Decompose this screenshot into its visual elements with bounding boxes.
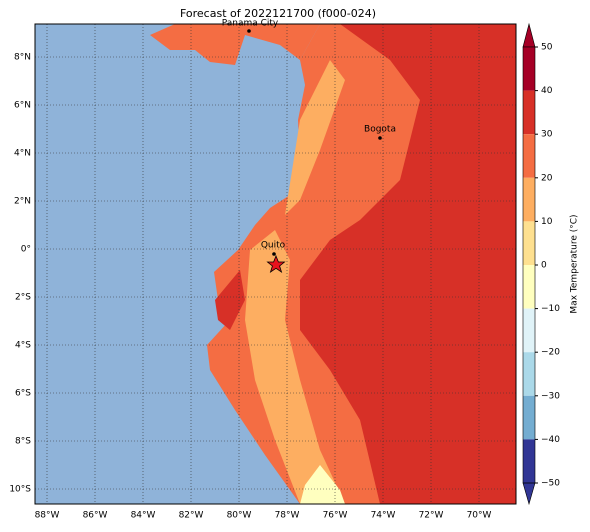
x-tick-label: 72°W [419,511,444,521]
colorbar-segment [523,221,535,265]
y-tick-label: 4°S [15,341,31,351]
colorbar-tick-label: −40 [541,435,560,445]
city-label: Panama City [222,19,279,29]
location-star [266,254,286,273]
colorbar-tick-label: −50 [541,479,560,489]
cool-spot [300,465,345,504]
city-label: Quito [261,241,286,251]
map-frame [34,23,517,505]
colorbar: 50 40 30 20 10 0 −10 −20 −30 −40 −50 [522,22,560,506]
colorbar-extend [522,22,536,48]
x-tick-label: 82°W [179,511,204,521]
y-tick-label: 8°N [14,53,31,63]
graticule [35,24,516,504]
city-dot [378,136,382,140]
x-tick-label: 76°W [323,511,348,521]
y-tick-label: 2°N [14,197,31,207]
y-tick-label: 6°N [14,101,31,111]
colorbar-extend [522,482,536,506]
x-tick-label: 78°W [275,511,300,521]
colorbar-segment [523,439,535,483]
city-dot [272,252,276,256]
land [150,24,320,65]
colorbar-label: Max Temperature (°C) [570,214,580,313]
city-label: Bogota [364,125,396,135]
colorbar-tick-label: −10 [541,304,560,314]
colorbar-segment [523,177,535,222]
x-tick-label: 80°W [227,511,252,521]
colorbar-segment [523,352,535,396]
andes-region [285,60,345,215]
colorbar-tick-label: 30 [541,130,553,140]
x-tick-label: 74°W [371,511,396,521]
colorbar-tick-label: −20 [541,348,560,358]
colorbar-tick-label: 20 [541,173,553,183]
colorbar-tick-label: 0 [541,261,547,271]
y-tick-label: 10°S [9,485,31,495]
x-tick-label: 84°W [131,511,156,521]
city-dot [247,29,251,33]
colorbar-segment [523,308,535,353]
colorbar-segment [523,90,535,135]
colorbar-segment [523,134,535,178]
andes-region [245,230,345,504]
x-tick-label: 86°W [83,511,108,521]
hot-region [215,270,245,330]
y-tick-label: 2°S [15,293,31,303]
colorbar-tick-label: −30 [541,391,560,401]
y-tick-label: 0° [21,245,31,255]
colorbar-tick-label: 40 [541,86,553,96]
y-tick-label: 4°N [14,149,31,159]
x-tick-label: 70°W [467,511,492,521]
colorbar-tick-label: 10 [541,217,553,227]
x-tick-label: 88°W [35,511,60,521]
colorbar-segment [523,395,535,440]
cities: Panama City Bogota Quito [222,19,396,273]
y-tick-label: 8°S [15,437,31,447]
hot-region [300,24,516,504]
colorbar-segment [523,265,535,309]
colorbar-tick-label: 50 [541,43,553,53]
title: Forecast of 2022121700 (f000-024) [180,7,376,20]
y-tick-label: 6°S [15,389,31,399]
colorbar-segment [523,47,535,91]
